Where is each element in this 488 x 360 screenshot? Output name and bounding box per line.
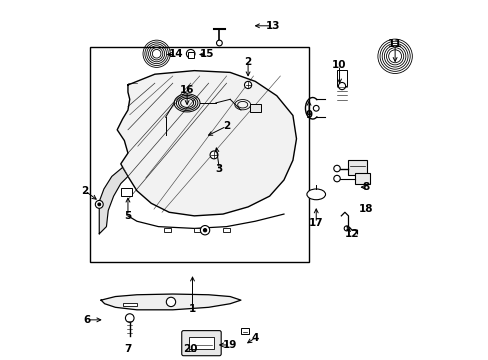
Bar bbox=[188, 339, 195, 342]
Text: 7: 7 bbox=[124, 343, 131, 354]
Text: 11: 11 bbox=[387, 39, 402, 49]
Polygon shape bbox=[117, 71, 296, 216]
Text: 3: 3 bbox=[215, 164, 223, 174]
Polygon shape bbox=[99, 167, 128, 234]
Text: 19: 19 bbox=[223, 340, 237, 350]
Text: 20: 20 bbox=[183, 343, 198, 354]
Circle shape bbox=[313, 105, 319, 111]
Text: 15: 15 bbox=[199, 49, 214, 59]
Text: 17: 17 bbox=[308, 218, 323, 228]
Bar bbox=[194, 228, 201, 232]
Bar bbox=[241, 328, 248, 334]
Bar bbox=[354, 173, 369, 184]
Circle shape bbox=[333, 175, 340, 182]
Text: 12: 12 bbox=[344, 229, 359, 239]
Circle shape bbox=[95, 201, 103, 208]
Circle shape bbox=[244, 81, 251, 89]
Circle shape bbox=[333, 165, 340, 172]
Bar bbox=[188, 344, 195, 347]
Bar bbox=[249, 104, 260, 112]
Bar bbox=[188, 337, 214, 349]
Text: 1: 1 bbox=[188, 304, 196, 314]
Bar bbox=[121, 188, 131, 196]
Bar bbox=[163, 228, 171, 232]
Circle shape bbox=[166, 297, 175, 307]
Circle shape bbox=[210, 151, 218, 159]
FancyBboxPatch shape bbox=[182, 330, 221, 356]
Circle shape bbox=[200, 226, 209, 235]
Bar bbox=[348, 159, 366, 175]
Text: 4: 4 bbox=[251, 333, 259, 343]
Bar bbox=[122, 303, 137, 306]
Circle shape bbox=[125, 314, 134, 322]
Polygon shape bbox=[101, 294, 241, 310]
Bar bbox=[187, 51, 193, 58]
Text: 5: 5 bbox=[124, 211, 131, 221]
Text: 13: 13 bbox=[265, 21, 280, 31]
Circle shape bbox=[216, 40, 222, 46]
Text: 16: 16 bbox=[180, 85, 194, 95]
Circle shape bbox=[344, 226, 348, 231]
Bar bbox=[223, 228, 230, 232]
Text: 2: 2 bbox=[81, 186, 88, 196]
Text: 9: 9 bbox=[305, 111, 312, 121]
Text: 2: 2 bbox=[244, 57, 251, 67]
Bar bbox=[188, 349, 195, 351]
Text: 18: 18 bbox=[359, 204, 373, 214]
Text: 6: 6 bbox=[83, 315, 90, 325]
Text: 10: 10 bbox=[332, 60, 346, 70]
Text: 8: 8 bbox=[362, 182, 369, 192]
Circle shape bbox=[186, 49, 195, 58]
Text: 2: 2 bbox=[223, 121, 230, 131]
Bar bbox=[336, 70, 346, 86]
Circle shape bbox=[98, 203, 101, 206]
Circle shape bbox=[203, 229, 206, 232]
Circle shape bbox=[338, 82, 345, 90]
Text: 14: 14 bbox=[169, 49, 183, 59]
Bar bbox=[90, 47, 308, 262]
Ellipse shape bbox=[306, 189, 325, 200]
